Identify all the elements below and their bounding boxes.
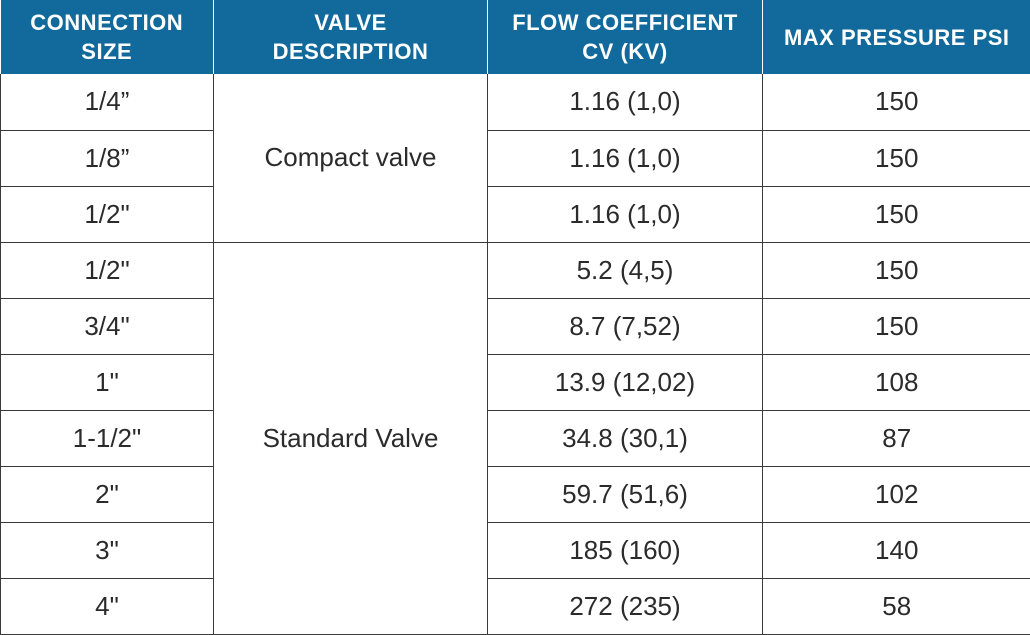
flow-coefficient-cell: 272 (235) (488, 578, 763, 634)
max-pressure-cell: 58 (763, 578, 1030, 634)
max-pressure-cell: 150 (763, 242, 1030, 298)
table-row: 1/8” 1.16 (1,0) 150 (1, 130, 1030, 186)
valve-description-standard: Standard Valve (214, 242, 488, 634)
flow-coefficient-cell: 34.8 (30,1) (488, 410, 763, 466)
connection-size-cell: 1/2" (1, 242, 214, 298)
header-max-pressure: MAX PRESSURE PSI (763, 0, 1030, 74)
header-flow-coefficient-line2: CV (KV) (494, 37, 756, 66)
connection-size-cell: 3/4" (1, 298, 214, 354)
flow-coefficient-cell: 185 (160) (488, 522, 763, 578)
table-row: 1" 13.9 (12,02) 108 (1, 354, 1030, 410)
max-pressure-cell: 150 (763, 74, 1030, 130)
flow-coefficient-cell: 1.16 (1,0) (488, 186, 763, 242)
header-connection-size: CONNECTION SIZE (1, 0, 214, 74)
table-row: 2" 59.7 (51,6) 102 (1, 466, 1030, 522)
table-row: 4" 272 (235) 58 (1, 578, 1030, 634)
connection-size-cell: 4" (1, 578, 214, 634)
max-pressure-cell: 150 (763, 298, 1030, 354)
header-flow-coefficient: FLOW COEFFICIENT CV (KV) (488, 0, 763, 74)
max-pressure-cell: 108 (763, 354, 1030, 410)
header-valve-description-line1: VALVE (220, 8, 481, 37)
table-row: 3/4" 8.7 (7,52) 150 (1, 298, 1030, 354)
table-row: 1/2" 1.16 (1,0) 150 (1, 186, 1030, 242)
header-flow-coefficient-line1: FLOW COEFFICIENT (494, 8, 756, 37)
table-row: 1/2" Standard Valve 5.2 (4,5) 150 (1, 242, 1030, 298)
max-pressure-cell: 150 (763, 186, 1030, 242)
max-pressure-cell: 87 (763, 410, 1030, 466)
flow-coefficient-cell: 8.7 (7,52) (488, 298, 763, 354)
flow-coefficient-cell: 13.9 (12,02) (488, 354, 763, 410)
table-row: 3" 185 (160) 140 (1, 522, 1030, 578)
flow-coefficient-cell: 5.2 (4,5) (488, 242, 763, 298)
max-pressure-cell: 140 (763, 522, 1030, 578)
connection-size-cell: 1/2" (1, 186, 214, 242)
header-valve-description-line2: DESCRIPTION (220, 37, 481, 66)
flow-coefficient-cell: 59.7 (51,6) (488, 466, 763, 522)
header-row: CONNECTION SIZE VALVE DESCRIPTION FLOW C… (1, 0, 1030, 74)
header-connection-size-line2: SIZE (7, 37, 208, 66)
flow-coefficient-cell: 1.16 (1,0) (488, 74, 763, 130)
connection-size-cell: 1/4” (1, 74, 214, 130)
max-pressure-cell: 150 (763, 130, 1030, 186)
flow-coefficient-cell: 1.16 (1,0) (488, 130, 763, 186)
connection-size-cell: 3" (1, 522, 214, 578)
table-body: 1/4” Compact valve 1.16 (1,0) 150 1/8” 1… (1, 74, 1030, 634)
header-valve-description: VALVE DESCRIPTION (214, 0, 488, 74)
connection-size-cell: 1/8” (1, 130, 214, 186)
table-row: 1-1/2" 34.8 (30,1) 87 (1, 410, 1030, 466)
max-pressure-cell: 102 (763, 466, 1030, 522)
connection-size-cell: 1-1/2" (1, 410, 214, 466)
connection-size-cell: 1" (1, 354, 214, 410)
header-connection-size-line1: CONNECTION (7, 8, 208, 37)
table-header: CONNECTION SIZE VALVE DESCRIPTION FLOW C… (1, 0, 1030, 74)
table-row: 1/4” Compact valve 1.16 (1,0) 150 (1, 74, 1030, 130)
valve-description-compact: Compact valve (214, 74, 488, 242)
connection-size-cell: 2" (1, 466, 214, 522)
